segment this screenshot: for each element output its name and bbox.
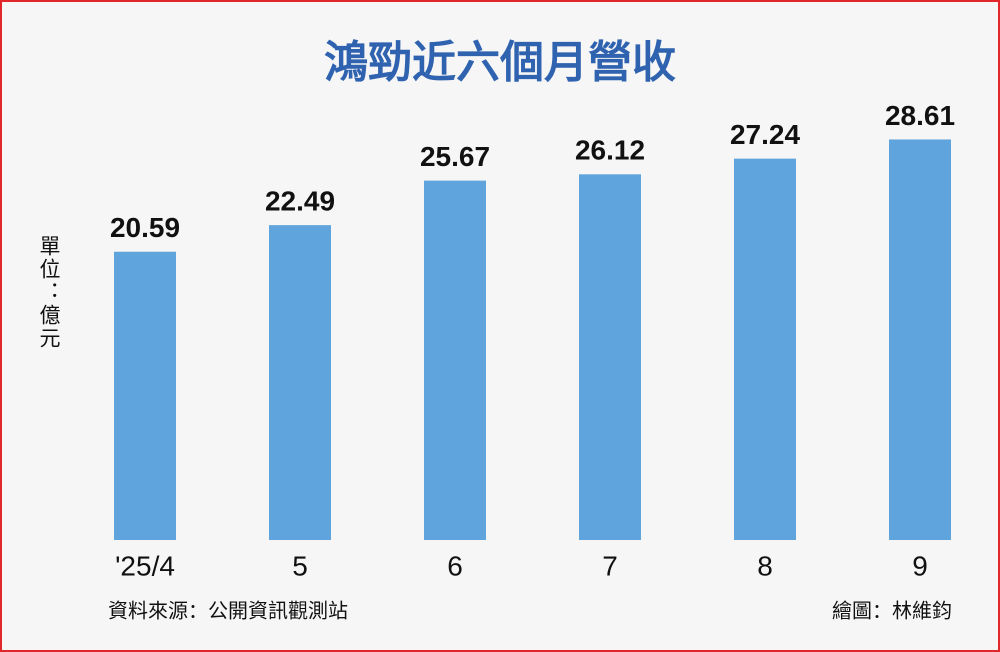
x-tick-label: 6 [447, 550, 463, 581]
unit-label: 單位：億元 [37, 235, 61, 350]
bar [889, 139, 951, 540]
value-label: 27.24 [730, 119, 800, 150]
x-tick-label: 9 [912, 550, 928, 581]
value-label: 22.49 [265, 186, 335, 217]
credit: 繪圖：林維鈞 [832, 599, 952, 623]
bar [424, 180, 486, 540]
x-tick-label: '25/4 [115, 550, 175, 581]
bar [734, 158, 796, 540]
bar [114, 251, 176, 541]
bar [579, 174, 641, 540]
value-label: 26.12 [575, 135, 645, 166]
x-tick-label: 8 [757, 550, 773, 581]
value-label: 28.61 [885, 100, 955, 131]
value-label: 20.59 [110, 212, 180, 243]
x-tick-label: 5 [292, 550, 308, 581]
source: 資料來源：公開資訊觀測站 [108, 599, 348, 623]
bar [269, 225, 331, 540]
x-tick-label: 7 [602, 550, 618, 581]
chart-title: 鴻勁近六個月營收 [324, 37, 676, 88]
value-label: 25.67 [420, 141, 490, 172]
